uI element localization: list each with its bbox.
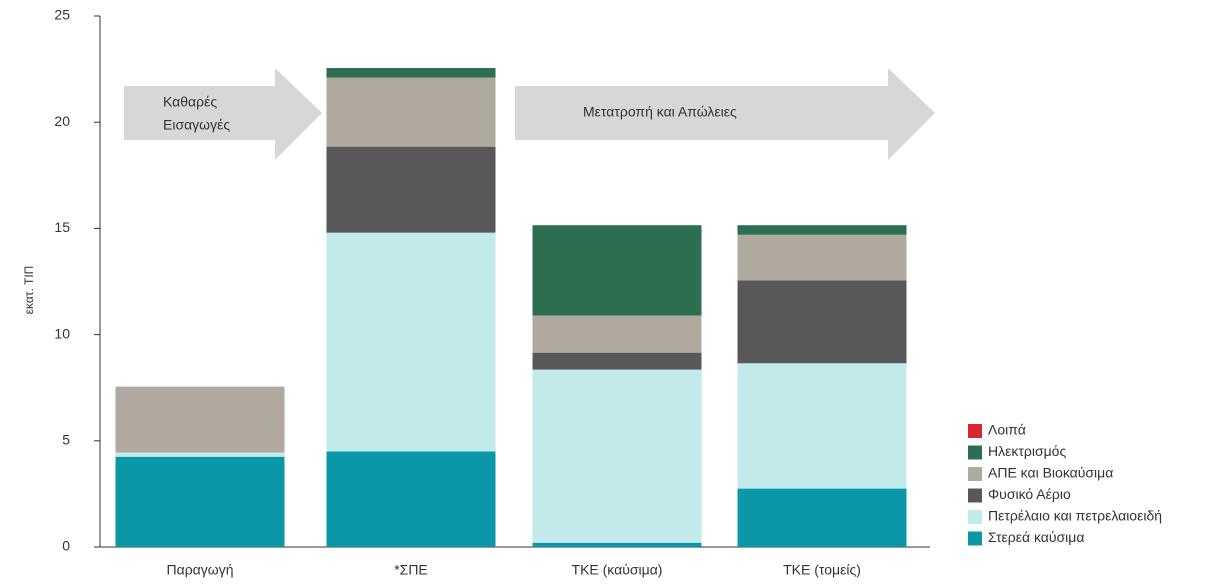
annotation: Μετατροπή και Απώλειες: [583, 104, 737, 120]
legend-swatch: [968, 510, 982, 524]
legend-label: Ηλεκτρισμός: [988, 443, 1066, 459]
legend-label: Πετρέλαιο και πετρελαιοειδή: [988, 508, 1162, 524]
y-tick-label: 10: [54, 325, 70, 341]
y-axis-label: εκατ. ΤΙΠ: [22, 266, 36, 315]
annotation: Καθαρές: [163, 94, 217, 110]
bar-segment: [737, 280, 907, 364]
bar-segment: [115, 386, 285, 453]
bar-segment: [326, 451, 496, 547]
bar-segment: [115, 452, 285, 457]
y-tick-label: 0: [62, 538, 70, 554]
legend-swatch: [968, 467, 982, 481]
arrow: [124, 68, 322, 160]
annotation: Εισαγωγές: [163, 117, 230, 133]
legend-label: Στερεά καύσιμα: [988, 529, 1084, 545]
legend-swatch: [968, 531, 982, 546]
bar-segment: [532, 315, 702, 353]
bar-segment: [532, 369, 702, 543]
y-tick-label: 25: [54, 7, 70, 23]
bar-segment: [532, 542, 702, 547]
bar-segment: [326, 77, 496, 147]
bar-segment: [532, 352, 702, 370]
y-tick-label: 15: [54, 219, 70, 235]
legend-swatch: [968, 424, 982, 438]
legend-label: Φυσικό Αέριο: [988, 486, 1071, 502]
bar-segment: [532, 225, 702, 316]
bar-segment: [737, 225, 907, 235]
bar-segment: [326, 68, 496, 78]
y-tick-label: 20: [54, 113, 70, 129]
x-tick-label: ΤΚΕ (καύσιμα): [572, 562, 663, 578]
bar-segment: [115, 456, 285, 547]
bar-segment: [737, 234, 907, 281]
legend-label: ΑΠΕ και Βιοκαύσιμα: [988, 465, 1113, 481]
bar-segment: [326, 232, 496, 452]
bar-segment: [737, 488, 907, 547]
y-tick-label: 5: [62, 432, 70, 448]
legend-swatch: [968, 488, 982, 503]
bar-segment: [326, 146, 496, 233]
x-tick-label: ΤΚΕ (τομείς): [783, 562, 861, 578]
x-tick-label: *ΣΠΕ: [394, 562, 428, 578]
legend-label: Λοιπά: [988, 422, 1026, 438]
bar-segment: [737, 363, 907, 489]
arrow: [515, 68, 935, 160]
x-tick-label: Παραγωγή: [167, 562, 234, 578]
legend-swatch: [968, 445, 982, 460]
